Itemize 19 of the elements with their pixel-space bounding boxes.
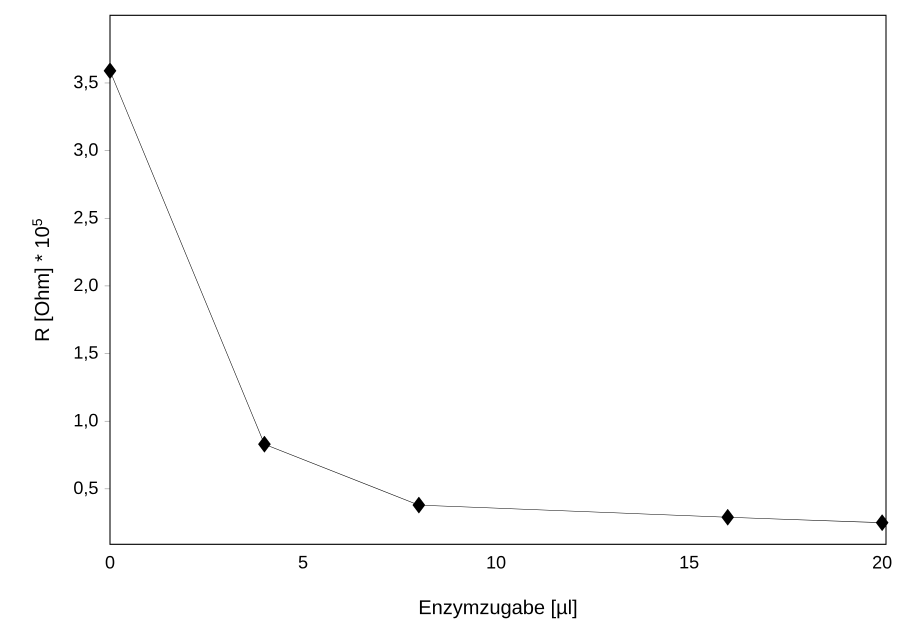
- y-tick-label: 2,5: [74, 210, 98, 226]
- y-axis-title: R [Ohm] * 10$^{5}$: [32, 218, 54, 340]
- y-tick-label: 1,0: [74, 414, 98, 428]
- x-tick-label: 5: [298, 556, 308, 568]
- point: [412, 496, 426, 514]
- x-tick-label: 20: [873, 556, 892, 569]
- point: [258, 436, 271, 452]
- x-tick-label: 15: [680, 556, 698, 568]
- point: [104, 62, 116, 79]
- x-axis-title: Enzymzugabe [µl]: [420, 599, 576, 618]
- point: [721, 508, 734, 526]
- y-tick-label: 0,5: [74, 481, 98, 496]
- y-tick-label: 1,5: [74, 346, 98, 361]
- y-tick-label: 3,5: [74, 75, 98, 90]
- y-tick-label: 3,0: [74, 143, 98, 158]
- x-tick-label: 10: [487, 556, 506, 569]
- point: [876, 514, 888, 531]
- y-tick-label: 2,0: [74, 278, 98, 294]
- x-tick-label: 0: [106, 556, 114, 569]
